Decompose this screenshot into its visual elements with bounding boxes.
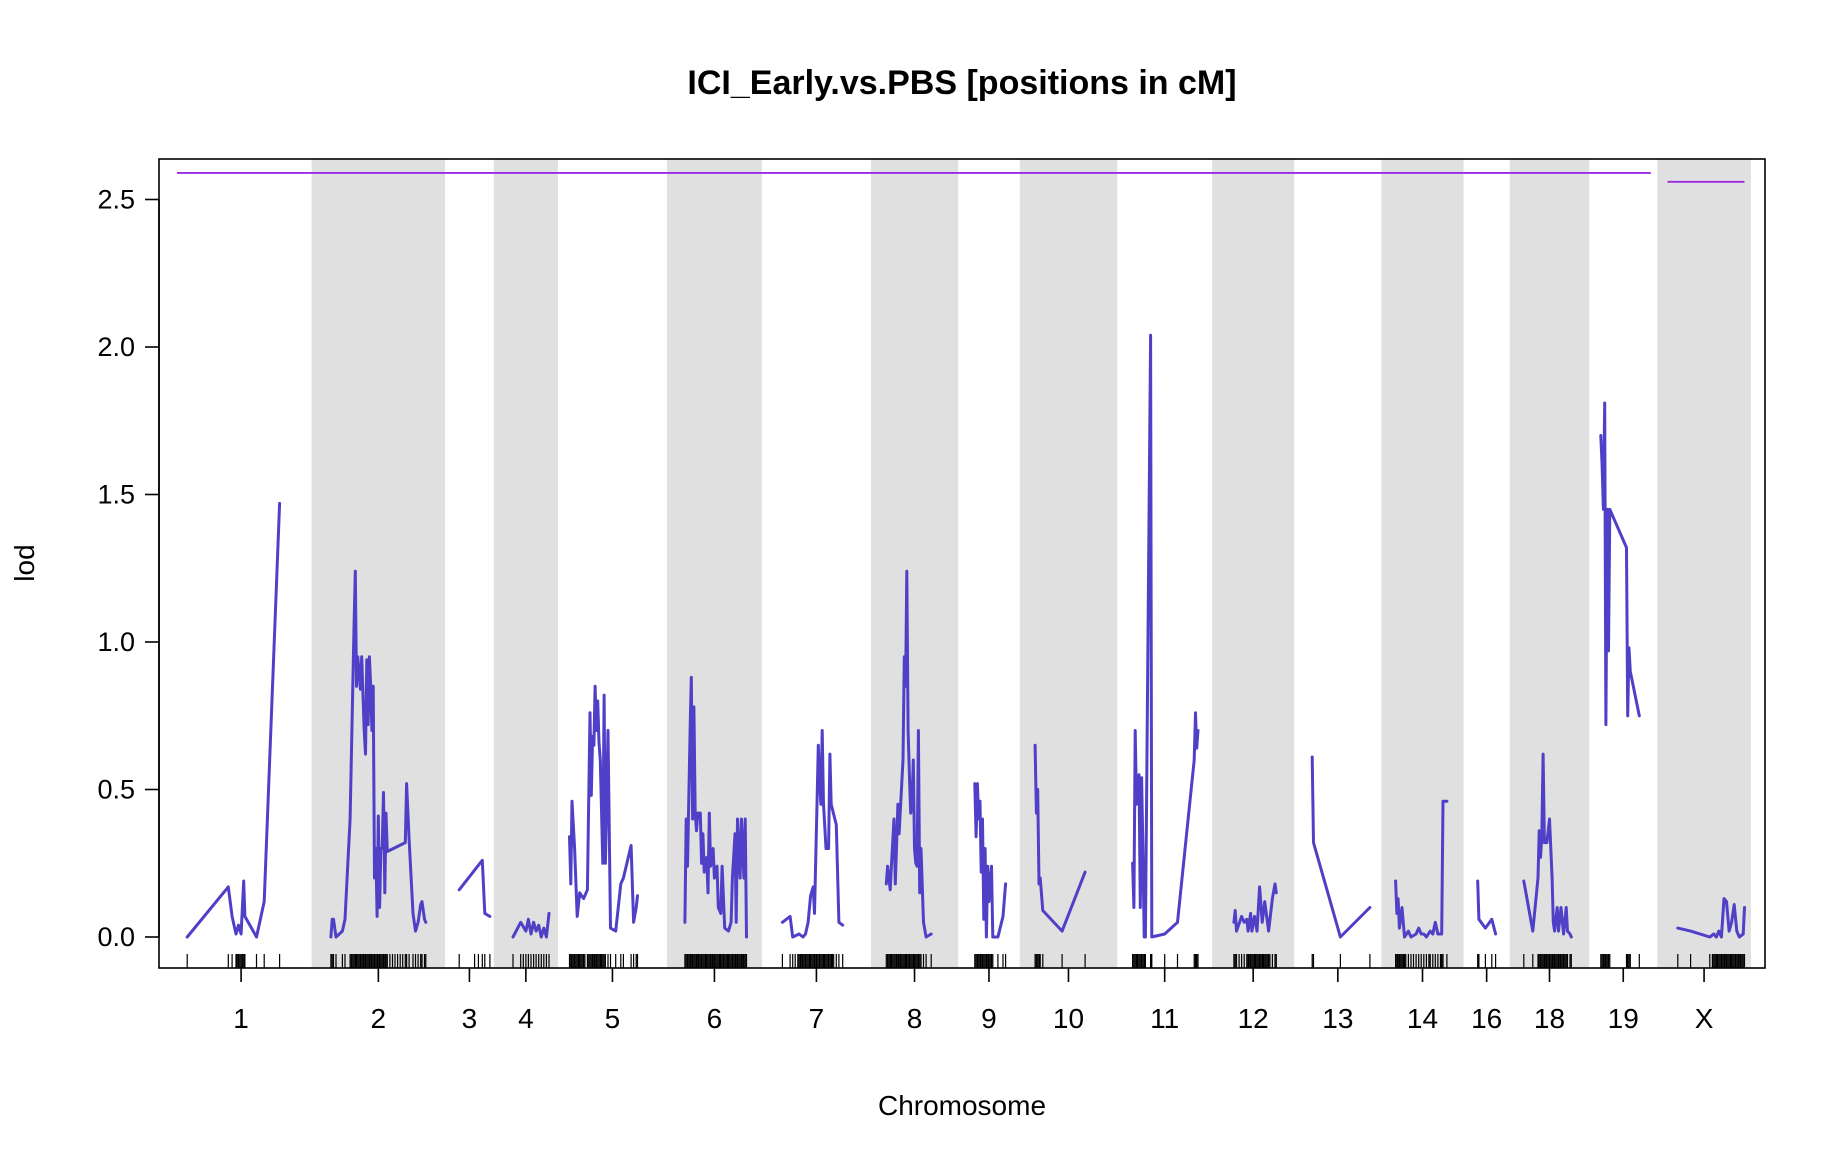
rug-chr-10 bbox=[1034, 954, 1086, 968]
lod-line-chr-2 bbox=[329, 569, 428, 939]
rug-chr-11 bbox=[1132, 954, 1199, 968]
chr-label-3: 3 bbox=[462, 1003, 478, 1034]
chr-label-16: 16 bbox=[1471, 1003, 1502, 1034]
y-tick-label: 0.0 bbox=[97, 922, 135, 952]
rug-chr-19 bbox=[1600, 954, 1640, 968]
chr-label-9: 9 bbox=[981, 1003, 997, 1034]
lod-line-chr-19 bbox=[1599, 401, 1641, 727]
band-chr-10 bbox=[1019, 159, 1118, 968]
y-tick-label: 2.0 bbox=[97, 332, 135, 362]
rug-chr-18 bbox=[1523, 954, 1572, 968]
rug-chr-5 bbox=[568, 954, 639, 968]
chr-label-4: 4 bbox=[518, 1003, 534, 1034]
marker-rug bbox=[186, 954, 1746, 968]
rug-chr-14 bbox=[1395, 954, 1448, 968]
chr-label-7: 7 bbox=[809, 1003, 825, 1034]
rug-chr-X bbox=[1677, 954, 1746, 968]
chr-label-6: 6 bbox=[707, 1003, 723, 1034]
chr-label-14: 14 bbox=[1407, 1003, 1438, 1034]
band-chr-6 bbox=[666, 159, 762, 968]
lod-line-chr-X bbox=[1676, 897, 1746, 939]
rug-chr-8 bbox=[885, 954, 932, 968]
chr-label-2: 2 bbox=[371, 1003, 387, 1034]
chr-label-18: 18 bbox=[1534, 1003, 1565, 1034]
rug-chr-16 bbox=[1477, 954, 1497, 968]
rug-chr-2 bbox=[330, 954, 427, 968]
chr-label-12: 12 bbox=[1238, 1003, 1269, 1034]
band-chr-12 bbox=[1212, 159, 1295, 968]
lod-line-chr-1 bbox=[185, 501, 282, 939]
lod-line-chr-4 bbox=[511, 911, 551, 939]
rug-chr-13 bbox=[1311, 954, 1371, 968]
lod-line-chr-3 bbox=[457, 858, 492, 918]
lod-line-chr-14 bbox=[1394, 799, 1449, 939]
lod-line-chr-9 bbox=[973, 782, 1008, 939]
y-tick-label: 1.0 bbox=[97, 627, 135, 657]
lod-line-chr-13 bbox=[1310, 755, 1372, 939]
lod-line-chr-6 bbox=[683, 675, 748, 939]
chr-label-13: 13 bbox=[1322, 1003, 1353, 1034]
lod-curves bbox=[185, 333, 1746, 939]
lod-line-chr-5 bbox=[568, 684, 639, 933]
band-chr-X bbox=[1657, 159, 1751, 968]
lod-line-chr-12 bbox=[1232, 882, 1278, 933]
chr-label-1: 1 bbox=[233, 1003, 249, 1034]
significance-threshold bbox=[176, 172, 1745, 183]
chr-label-5: 5 bbox=[605, 1003, 621, 1034]
chr-label-11: 11 bbox=[1150, 1003, 1179, 1034]
rug-chr-12 bbox=[1233, 954, 1277, 968]
rug-chr-4 bbox=[512, 954, 550, 968]
chr-label-10: 10 bbox=[1053, 1003, 1084, 1034]
x-axis-label: Chromosome bbox=[878, 1090, 1046, 1121]
y-tick-label: 0.5 bbox=[97, 775, 135, 805]
lod-line-chr-18 bbox=[1522, 752, 1573, 939]
lod-line-chr-11 bbox=[1131, 333, 1200, 939]
band-chr-4 bbox=[493, 159, 558, 968]
band-chr-14 bbox=[1381, 159, 1464, 968]
x-axis: 1 2 3 4 5 6 7 8 9 10 11 12 13 14 16 18 19 X bbox=[233, 968, 1714, 1034]
y-axis: 0.0 0.5 1.0 1.5 2.0 2.5 bbox=[97, 185, 160, 952]
lod-line-chr-8 bbox=[884, 569, 933, 939]
lod-line-chr-16 bbox=[1476, 879, 1498, 936]
y-tick-label: 1.5 bbox=[97, 480, 135, 510]
lod-line-chr-7 bbox=[780, 729, 845, 939]
rug-chr-6 bbox=[684, 954, 748, 968]
rug-chr-1 bbox=[186, 954, 281, 968]
rug-chr-3 bbox=[458, 954, 491, 968]
rug-chr-7 bbox=[781, 954, 844, 968]
rug-chr-9 bbox=[974, 954, 1007, 968]
y-tick-label: 2.5 bbox=[97, 185, 135, 215]
chr-label-19: 19 bbox=[1608, 1003, 1639, 1034]
chr-label-X: X bbox=[1695, 1003, 1714, 1034]
lod-line-chr-10 bbox=[1033, 743, 1087, 933]
y-axis-label: lod bbox=[9, 544, 40, 581]
chromosome-bands bbox=[311, 159, 1751, 968]
chr-label-8: 8 bbox=[907, 1003, 923, 1034]
chart-title: ICI_Early.vs.PBS [positions in cM] bbox=[687, 64, 1236, 102]
